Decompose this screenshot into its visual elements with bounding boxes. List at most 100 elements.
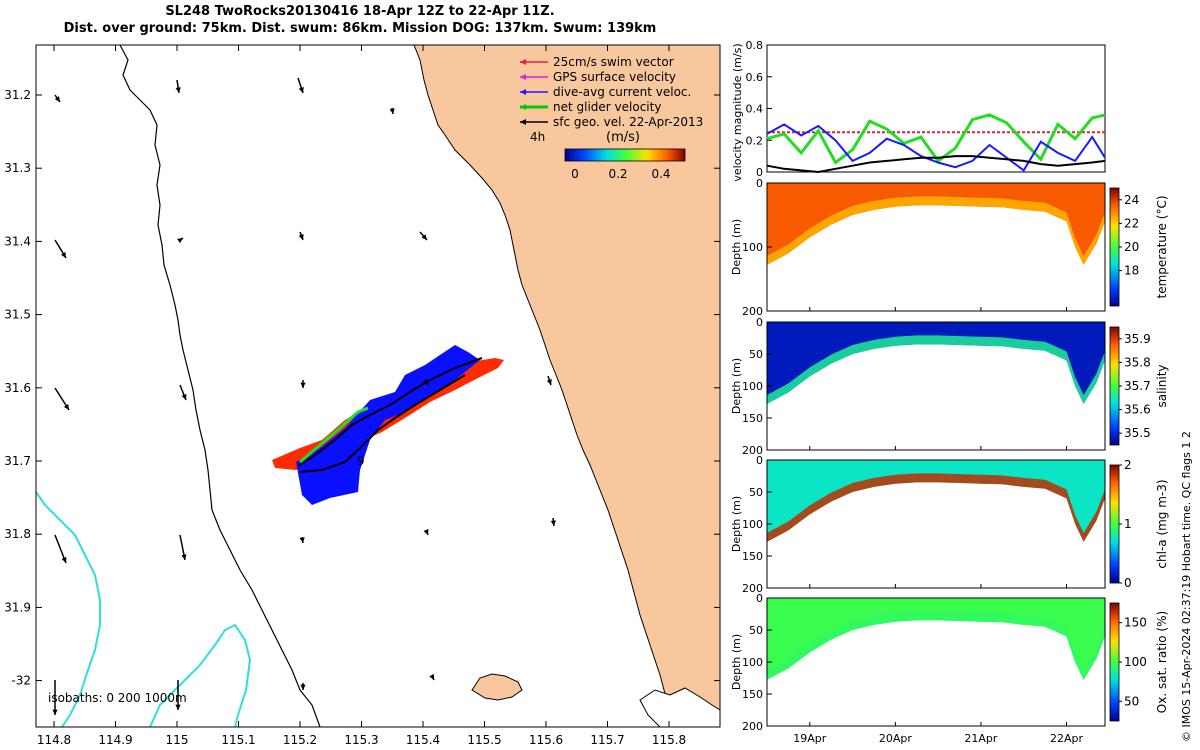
velocity-ytick-label: 0.8 (746, 39, 764, 52)
map-border (35, 44, 721, 728)
depth-tick-label: 200 (742, 444, 763, 457)
current-arrow-head (54, 96, 60, 102)
credit-line: © IMOS 15-Apr-2024 02:37:19 Hobart time.… (1180, 431, 1193, 742)
depth-tick-label: 0 (756, 177, 763, 190)
legend-swatch-head (520, 104, 526, 110)
current-arrow-head (298, 234, 304, 240)
lat-tick-label: 31.9 (4, 600, 31, 614)
colorbar-tick-label: 50 (1124, 694, 1139, 708)
velocity-ytick-label: 0 (756, 166, 763, 179)
lon-tick-label: 115 (166, 733, 189, 747)
velocity-series-line (766, 123, 1106, 172)
lon-tick-label: 115.2 (283, 733, 317, 747)
current-arrow-head (177, 238, 183, 244)
legend-swatch-head (520, 59, 526, 65)
velocity-ytick-label: 0.6 (746, 71, 764, 84)
lon-tick-label: 114.9 (98, 733, 132, 747)
velocity-ytick-label: 0.4 (746, 103, 764, 116)
lat-tick-label: 31.2 (4, 88, 31, 102)
net-glider-track (299, 406, 369, 464)
lat-tick-label: 31.5 (4, 308, 31, 322)
colorbar-tick-label: 35.9 (1124, 332, 1151, 346)
current-arrow-head (60, 252, 66, 258)
depth-tick-label: 150 (742, 412, 763, 425)
colorbar-ticks: 0 0.2 0.4 (571, 167, 670, 181)
depth-tick-label: 100 (742, 241, 763, 254)
scale-label: 4h (530, 130, 545, 144)
depth-tick-label: 150 (742, 688, 763, 701)
depth-tick-label: 150 (742, 550, 763, 563)
lat-tick-label: -32 (11, 674, 31, 688)
section-colorbar (1109, 326, 1120, 446)
current-arrow-head (175, 704, 181, 710)
legend-label: sfc geo. vel. 22-Apr-2013 (553, 115, 703, 129)
depth-tick-label: 200 (742, 720, 763, 733)
depth-tick-label: 50 (749, 486, 763, 499)
section-panel: 0 50 100 150 200 Depth (m) 2 1 0 chl-a (mg m-3) (730, 454, 1169, 595)
colorbar-tick-label: 35.7 (1124, 379, 1151, 393)
current-arrow-head (298, 87, 304, 93)
colorbar-tick-label: 0.2 (608, 167, 627, 181)
section-panel: 0 100 200 Depth (m) 24 22 20 18 temperature (°C) (730, 177, 1169, 318)
legend-swatch-head (520, 119, 526, 125)
section-deep-band (767, 611, 1105, 680)
sfc-vector-swath (297, 357, 483, 467)
colorbar-label: Ox. sat. ratio (%) (1155, 611, 1169, 713)
legend-swatch-head (520, 74, 526, 80)
current-arrow-head (63, 404, 69, 410)
current-vector-swath (296, 345, 480, 505)
legend-label: dive-avg current veloc. (553, 85, 691, 99)
depth-tick-label: 100 (742, 518, 763, 531)
current-arrows (52, 77, 556, 715)
current-arrow-head (175, 87, 181, 93)
lon-tick-label: 115.4 (406, 733, 440, 747)
current-arrow-head (422, 379, 428, 385)
section-colorbar (1109, 602, 1120, 722)
colorbar-tick-label: 35.6 (1124, 403, 1151, 417)
map-axes: 114.8 114.9 115 115.1 115.2 115.3 115.4 115.5 11… (4, 45, 720, 747)
colorbar-tick-label: 100 (1124, 655, 1147, 669)
current-arrow-head (61, 557, 67, 563)
depth-ylabel: Depth (m) (730, 496, 743, 552)
current-arrow-head (429, 674, 434, 680)
depth-tick-label: 100 (742, 656, 763, 669)
isobaths-label: isobaths: 0 200 1000m (48, 691, 187, 705)
velocity-axes-frame (766, 44, 1106, 173)
lon-tick-label: 115.6 (529, 733, 563, 747)
current-arrow-head (421, 234, 427, 240)
time-tick-label: 19Apr (793, 732, 827, 745)
depth-tick-label: 200 (742, 305, 763, 318)
colorbar-tick-label: 0 (571, 167, 579, 181)
depth-tick-label: 100 (742, 380, 763, 393)
colorbar-tick-label: 20 (1124, 240, 1139, 254)
lat-tick-label: 31.3 (4, 161, 31, 175)
current-arrow-head (300, 382, 306, 388)
sfc-vector-swath-2 (299, 374, 466, 473)
depth-ylabel: Depth (m) (730, 634, 743, 690)
isobath-cyan-1 (35, 491, 101, 728)
depth-ylabel: Depth (m) (730, 219, 743, 275)
colorbar-tick-label: 22 (1124, 216, 1139, 230)
colorbar-label: temperature (°C) (1155, 196, 1169, 299)
time-tick-label: 20Apr (879, 732, 913, 745)
colorbar-label: salinity (1155, 364, 1169, 407)
current-arrow-head (300, 684, 306, 690)
lon-tick-label: 115.1 (221, 733, 255, 747)
legend-swatch-head (520, 89, 526, 95)
colorbar-tick-label: 0 (1124, 576, 1132, 590)
current-arrow-head (299, 537, 305, 543)
velocity-ytick-label: 0.2 (746, 134, 764, 147)
lat-tick-label: 31.8 (4, 527, 31, 541)
lat-tick-label: 31.7 (4, 454, 31, 468)
track-label: 9 (357, 454, 365, 468)
section-deep-band (767, 335, 1105, 404)
time-tick-label: 21Apr (964, 732, 998, 745)
current-arrow-head (389, 108, 395, 114)
current-arrow-head (550, 520, 556, 526)
current-arrow-head (52, 709, 58, 715)
current-arrow-head (181, 554, 187, 560)
